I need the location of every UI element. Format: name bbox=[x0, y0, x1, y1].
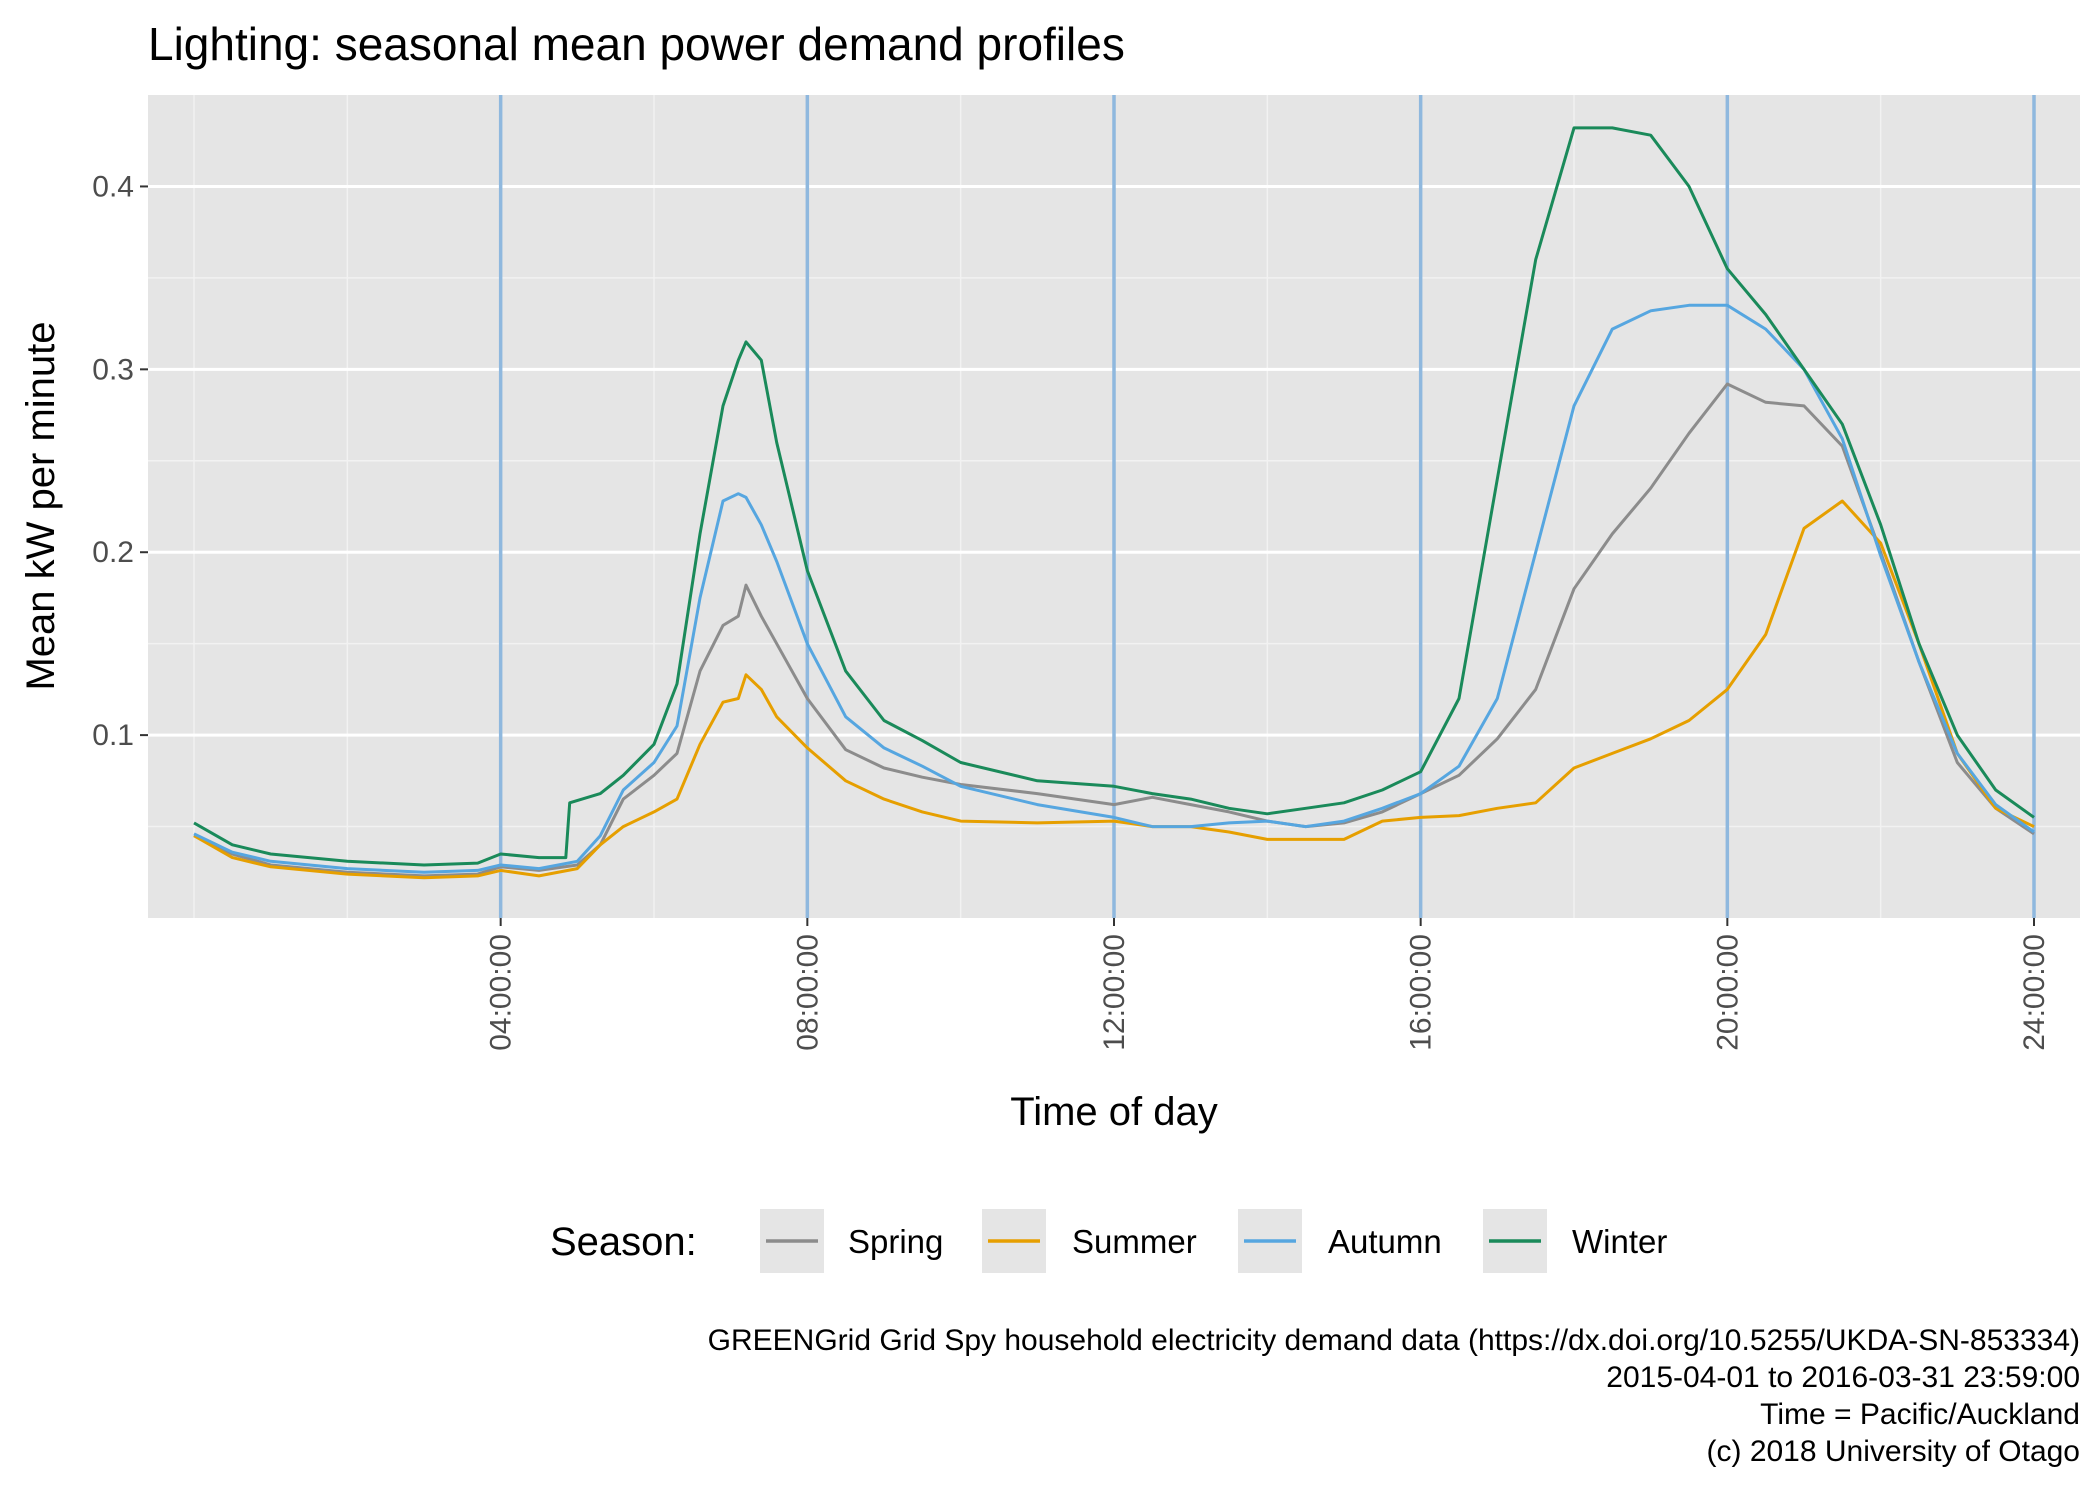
reference-vlines bbox=[498, 95, 2036, 918]
legend-item-autumn: Autumn bbox=[1238, 1209, 1442, 1273]
y-tick-label: 0.2 bbox=[92, 536, 134, 569]
series-line-autumn bbox=[193, 303, 2035, 874]
chart-title: Lighting: seasonal mean power demand pro… bbox=[148, 18, 1125, 70]
legend: Season: Spring Summer Autumn Winter bbox=[550, 1209, 1667, 1273]
y-tick-label: 0.3 bbox=[92, 353, 134, 386]
legend-item-summer: Summer bbox=[982, 1209, 1197, 1273]
x-tick-label: 20:00:00 bbox=[1711, 934, 1744, 1051]
legend-label: Autumn bbox=[1328, 1223, 1442, 1260]
x-tick-label: 24:00:00 bbox=[2018, 934, 2051, 1051]
x-tick-label: 08:00:00 bbox=[791, 934, 824, 1051]
legend-label: Winter bbox=[1572, 1223, 1667, 1260]
x-tick-label: 12:00:00 bbox=[1098, 934, 1131, 1051]
x-axis-title: Time of day bbox=[1010, 1090, 1217, 1134]
caption-line: (c) 2018 University of Otago bbox=[1707, 1435, 2081, 1468]
x-tick-label: 16:00:00 bbox=[1405, 934, 1438, 1051]
y-tick-label: 0.4 bbox=[92, 170, 134, 203]
series-line-spring bbox=[193, 382, 2035, 878]
x-tick-label: 04:00:00 bbox=[485, 934, 518, 1051]
series-lines bbox=[193, 126, 2035, 880]
legend-title: Season: bbox=[550, 1220, 697, 1264]
y-axis: 0.1 0.2 0.3 0.4 bbox=[92, 170, 148, 752]
legend-item-winter: Winter bbox=[1483, 1209, 1667, 1273]
caption-line: GREENGrid Grid Spy household electricity… bbox=[708, 1324, 2080, 1357]
caption-line: Time = Pacific/Auckland bbox=[1760, 1398, 2080, 1431]
legend-label: Summer bbox=[1072, 1223, 1197, 1260]
y-axis-title: Mean kW per minute bbox=[19, 321, 63, 690]
legend-label: Spring bbox=[848, 1223, 943, 1260]
legend-item-spring: Spring bbox=[760, 1209, 943, 1273]
caption: GREENGrid Grid Spy household electricity… bbox=[708, 1324, 2080, 1468]
series-line-winter bbox=[193, 126, 2035, 867]
x-axis: 04:00:00 08:00:00 12:00:00 16:00:00 20:00:00… bbox=[485, 918, 2051, 1051]
series-line-summer bbox=[193, 499, 2035, 880]
y-tick-label: 0.1 bbox=[92, 719, 134, 752]
caption-line: 2015-04-01 to 2016-03-31 23:59:00 bbox=[1606, 1361, 2080, 1394]
